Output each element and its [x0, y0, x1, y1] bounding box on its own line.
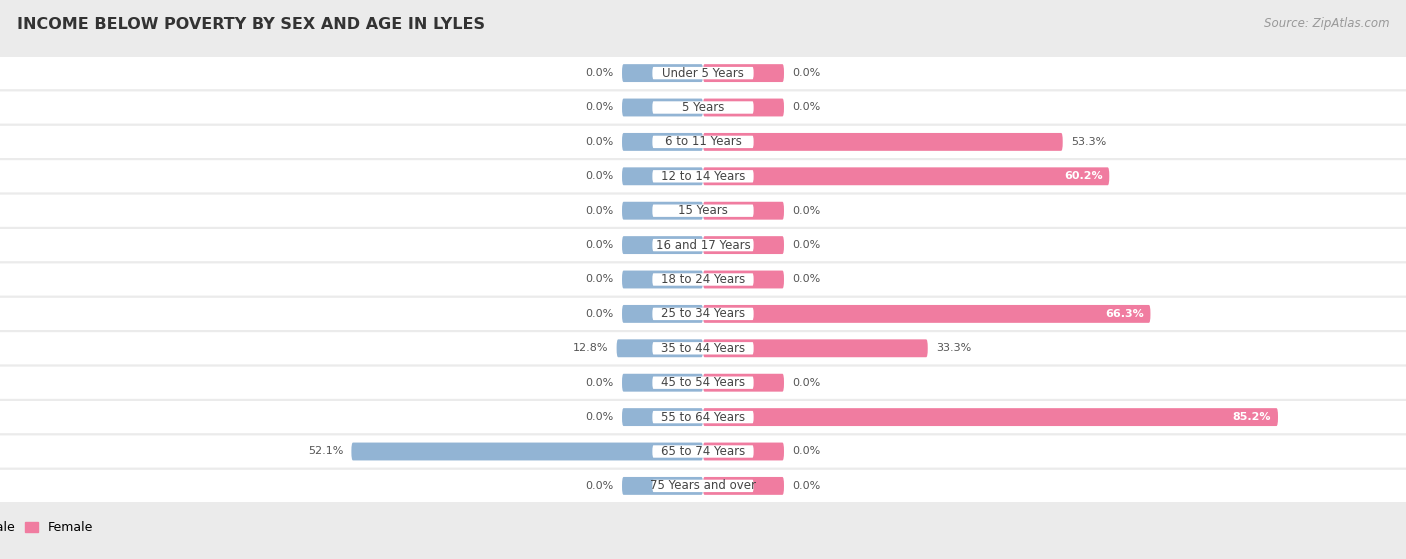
Text: 53.3%: 53.3% — [1071, 137, 1107, 147]
Text: 0.0%: 0.0% — [586, 309, 614, 319]
FancyBboxPatch shape — [703, 374, 785, 392]
Text: 12 to 14 Years: 12 to 14 Years — [661, 170, 745, 183]
Text: 0.0%: 0.0% — [792, 240, 820, 250]
FancyBboxPatch shape — [652, 273, 754, 286]
FancyBboxPatch shape — [652, 480, 754, 492]
FancyBboxPatch shape — [352, 443, 703, 461]
Text: 33.3%: 33.3% — [936, 343, 972, 353]
Text: 16 and 17 Years: 16 and 17 Years — [655, 239, 751, 252]
FancyBboxPatch shape — [0, 367, 1406, 399]
FancyBboxPatch shape — [621, 167, 703, 185]
FancyBboxPatch shape — [703, 167, 1109, 185]
Text: 0.0%: 0.0% — [792, 274, 820, 285]
FancyBboxPatch shape — [703, 236, 785, 254]
Text: 0.0%: 0.0% — [792, 378, 820, 388]
FancyBboxPatch shape — [621, 271, 703, 288]
Text: 5 Years: 5 Years — [682, 101, 724, 114]
FancyBboxPatch shape — [0, 263, 1406, 296]
Text: 0.0%: 0.0% — [586, 481, 614, 491]
FancyBboxPatch shape — [621, 408, 703, 426]
FancyBboxPatch shape — [652, 342, 754, 354]
Text: 0.0%: 0.0% — [586, 102, 614, 112]
Text: 65 to 74 Years: 65 to 74 Years — [661, 445, 745, 458]
FancyBboxPatch shape — [0, 435, 1406, 467]
Text: 0.0%: 0.0% — [586, 378, 614, 388]
Text: 0.0%: 0.0% — [586, 137, 614, 147]
FancyBboxPatch shape — [0, 160, 1406, 192]
Text: 55 to 64 Years: 55 to 64 Years — [661, 411, 745, 424]
FancyBboxPatch shape — [621, 133, 703, 151]
FancyBboxPatch shape — [703, 408, 1278, 426]
FancyBboxPatch shape — [621, 98, 703, 116]
Text: 6 to 11 Years: 6 to 11 Years — [665, 135, 741, 148]
FancyBboxPatch shape — [0, 57, 1406, 89]
FancyBboxPatch shape — [703, 98, 785, 116]
FancyBboxPatch shape — [621, 202, 703, 220]
FancyBboxPatch shape — [703, 133, 1063, 151]
Text: 0.0%: 0.0% — [586, 68, 614, 78]
Text: 66.3%: 66.3% — [1105, 309, 1143, 319]
FancyBboxPatch shape — [621, 374, 703, 392]
FancyBboxPatch shape — [652, 170, 754, 182]
FancyBboxPatch shape — [621, 236, 703, 254]
Text: 0.0%: 0.0% — [586, 171, 614, 181]
Text: 0.0%: 0.0% — [792, 447, 820, 457]
FancyBboxPatch shape — [621, 64, 703, 82]
Text: 18 to 24 Years: 18 to 24 Years — [661, 273, 745, 286]
Text: 0.0%: 0.0% — [586, 206, 614, 216]
FancyBboxPatch shape — [621, 477, 703, 495]
FancyBboxPatch shape — [652, 101, 754, 113]
FancyBboxPatch shape — [0, 470, 1406, 502]
FancyBboxPatch shape — [652, 205, 754, 217]
Text: 52.1%: 52.1% — [308, 447, 343, 457]
Text: 0.0%: 0.0% — [586, 274, 614, 285]
FancyBboxPatch shape — [0, 332, 1406, 364]
Legend: Male, Female: Male, Female — [0, 516, 98, 539]
FancyBboxPatch shape — [0, 92, 1406, 124]
FancyBboxPatch shape — [703, 64, 785, 82]
Text: 25 to 34 Years: 25 to 34 Years — [661, 307, 745, 320]
FancyBboxPatch shape — [652, 411, 754, 423]
Text: 0.0%: 0.0% — [586, 412, 614, 422]
FancyBboxPatch shape — [652, 377, 754, 389]
FancyBboxPatch shape — [703, 477, 785, 495]
FancyBboxPatch shape — [652, 239, 754, 252]
FancyBboxPatch shape — [703, 202, 785, 220]
Text: 45 to 54 Years: 45 to 54 Years — [661, 376, 745, 389]
Text: 15 Years: 15 Years — [678, 204, 728, 217]
FancyBboxPatch shape — [617, 339, 703, 357]
FancyBboxPatch shape — [652, 307, 754, 320]
Text: INCOME BELOW POVERTY BY SEX AND AGE IN LYLES: INCOME BELOW POVERTY BY SEX AND AGE IN L… — [17, 17, 485, 32]
Text: 85.2%: 85.2% — [1233, 412, 1271, 422]
FancyBboxPatch shape — [703, 443, 785, 461]
Text: 75 Years and over: 75 Years and over — [650, 480, 756, 492]
FancyBboxPatch shape — [652, 67, 754, 79]
Text: 0.0%: 0.0% — [792, 206, 820, 216]
FancyBboxPatch shape — [0, 126, 1406, 158]
Text: Source: ZipAtlas.com: Source: ZipAtlas.com — [1264, 17, 1389, 30]
Text: 0.0%: 0.0% — [792, 481, 820, 491]
Text: 0.0%: 0.0% — [792, 68, 820, 78]
FancyBboxPatch shape — [703, 339, 928, 357]
Text: Under 5 Years: Under 5 Years — [662, 67, 744, 79]
FancyBboxPatch shape — [703, 271, 785, 288]
FancyBboxPatch shape — [0, 401, 1406, 433]
FancyBboxPatch shape — [703, 305, 1150, 323]
FancyBboxPatch shape — [0, 229, 1406, 261]
Text: 60.2%: 60.2% — [1064, 171, 1102, 181]
FancyBboxPatch shape — [652, 136, 754, 148]
FancyBboxPatch shape — [621, 305, 703, 323]
FancyBboxPatch shape — [0, 195, 1406, 227]
Text: 35 to 44 Years: 35 to 44 Years — [661, 342, 745, 355]
FancyBboxPatch shape — [0, 298, 1406, 330]
Text: 12.8%: 12.8% — [574, 343, 609, 353]
Text: 0.0%: 0.0% — [586, 240, 614, 250]
Text: 0.0%: 0.0% — [792, 102, 820, 112]
FancyBboxPatch shape — [652, 446, 754, 458]
